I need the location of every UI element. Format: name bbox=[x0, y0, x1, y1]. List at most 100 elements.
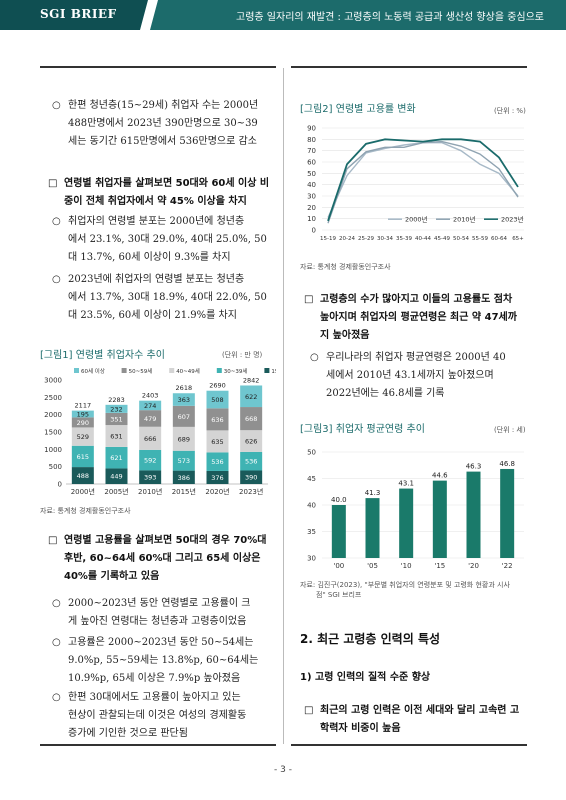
employment-rate-line-chart: 0 10 20 30 40 50 60 70 80 90 15-19 20-24 25-29 30-34 3… bbox=[307, 125, 524, 243]
y-tick-label: 500 bbox=[49, 463, 62, 471]
y-tick-label: 40 bbox=[307, 502, 316, 510]
stacked-bar-segment bbox=[240, 407, 263, 431]
figure1-unit: (단위 : 만 명) bbox=[222, 351, 263, 359]
segment-value-label: 449 bbox=[110, 473, 122, 481]
figure2-source: 자료: 통계청 경제활동인구조사 bbox=[300, 263, 391, 271]
x-tick-label: 40-44 bbox=[415, 236, 431, 242]
stacked-bar-segment bbox=[172, 426, 195, 451]
segment-value-label: 393 bbox=[144, 474, 156, 482]
segment-value-label: 508 bbox=[211, 396, 223, 404]
x-tick-label: '10 bbox=[401, 562, 412, 570]
stacked-bar-segment bbox=[71, 427, 94, 446]
figure3-source: 자료: 김진구(2023), "부문별 취업자의 연령분포 및 고령화 현황과 … bbox=[300, 581, 510, 599]
employment-stacked-bar-chart: 0 500 1000 1500 2000 2500 3000 60세 이상 50~59세 40~4… bbox=[44, 367, 276, 496]
y-tick-label: 70 bbox=[307, 147, 316, 155]
bar-value-label: 43.1 bbox=[398, 480, 414, 488]
segment-value-label: 636 bbox=[211, 416, 223, 424]
y-tick-label: 35 bbox=[307, 528, 316, 536]
brand-logo: SGI BRIEF bbox=[40, 7, 117, 21]
stacked-bar-segment bbox=[240, 470, 263, 484]
legend-label: 2023년 bbox=[501, 215, 524, 224]
segment-value-label: 376 bbox=[211, 474, 223, 482]
bar-total-label: 2283 bbox=[108, 396, 125, 404]
paragraph-average-age: ○ 우리나라의 취업자 평균연령은 2000년 40 세에서 2010년 43.1… bbox=[310, 349, 536, 403]
y-tick-label: 30 bbox=[307, 193, 316, 201]
x-tick-label: 55-59 bbox=[472, 236, 488, 242]
y-tick-label: 1500 bbox=[44, 429, 62, 437]
segment-value-label: 622 bbox=[245, 393, 257, 401]
paragraph-thirties: ○ 한편 30대에서도 고용률이 높아지고 있는 현상이 관찰되는데 이것은 여성… bbox=[52, 689, 278, 743]
age-bar bbox=[365, 498, 380, 558]
y-tick-label: 10 bbox=[307, 215, 316, 223]
y-tick-label: 0 bbox=[312, 227, 316, 235]
circle-bullet-icon: ○ bbox=[52, 637, 61, 648]
x-tick-label: '15 bbox=[434, 562, 445, 570]
x-tick-label: 2015년 bbox=[172, 487, 196, 496]
figure2-caption: [그림2] 연령별 고용률 변화 bbox=[300, 104, 416, 115]
bar-value-label: 40.0 bbox=[331, 496, 347, 504]
x-tick-label: 2005년 bbox=[104, 487, 128, 496]
stacked-bar-segment bbox=[206, 430, 229, 453]
heading-average-age: □ 고령층의 수가 많아지고 이들의 고용률도 점차 높아지며 취업자의 평균연령… bbox=[304, 291, 534, 345]
x-tick-label: '00 bbox=[333, 562, 344, 570]
stacked-bar-segment bbox=[139, 449, 162, 471]
column-divider bbox=[283, 68, 284, 744]
x-tick-label: '22 bbox=[502, 562, 513, 570]
stacked-bar-segment bbox=[172, 405, 195, 427]
stacked-bar-segment bbox=[105, 412, 128, 426]
segment-value-label: 689 bbox=[178, 435, 190, 443]
bar-total-label: 2842 bbox=[243, 376, 260, 384]
stacked-bar-segment bbox=[240, 430, 263, 452]
stacked-bar-segment bbox=[172, 470, 195, 484]
y-tick-label: 80 bbox=[307, 136, 316, 144]
stacked-bar-segment bbox=[71, 445, 94, 468]
segment-value-label: 668 bbox=[245, 415, 257, 423]
x-tick-label: '20 bbox=[468, 562, 479, 570]
legend-swatch bbox=[121, 368, 127, 373]
segment-value-label: 351 bbox=[110, 415, 122, 423]
stacked-bar-segment bbox=[71, 467, 94, 484]
y-tick-label: 2500 bbox=[44, 394, 62, 402]
stacked-bar-segment bbox=[105, 425, 128, 447]
square-bullet-icon: □ bbox=[48, 535, 58, 546]
series-line-1 bbox=[327, 140, 519, 224]
x-tick-label: 50-54 bbox=[453, 236, 469, 242]
series-line-2 bbox=[327, 138, 519, 222]
segment-value-label: 195 bbox=[77, 410, 89, 418]
x-tick-label: 45-49 bbox=[434, 236, 450, 242]
y-tick-label: 3000 bbox=[44, 377, 62, 385]
figure3-unit: (단위 : 세) bbox=[494, 426, 526, 434]
y-tick-label: 40 bbox=[307, 181, 316, 189]
stacked-bar-segment bbox=[139, 426, 162, 450]
stacked-bar-segment bbox=[240, 451, 263, 471]
x-tick-label: 65+ bbox=[512, 236, 524, 242]
age-bar bbox=[399, 488, 414, 558]
circle-bullet-icon: ○ bbox=[52, 274, 61, 285]
segment-value-label: 290 bbox=[77, 419, 89, 427]
header-slash-decoration bbox=[140, 0, 158, 30]
stacked-bar-segment bbox=[206, 390, 229, 409]
circle-bullet-icon: ○ bbox=[310, 352, 319, 363]
segment-value-label: 621 bbox=[110, 454, 122, 462]
x-tick-label: 15-19 bbox=[320, 236, 336, 242]
paragraph-youth-employment: ○ 한편 청년층(15~29세) 취업자 수는 2000년 488만명에서 202… bbox=[52, 97, 278, 151]
bar-total-label: 2403 bbox=[142, 392, 159, 400]
square-bullet-icon: □ bbox=[304, 294, 314, 305]
segment-value-label: 479 bbox=[144, 415, 156, 423]
circle-bullet-icon: ○ bbox=[52, 100, 61, 111]
legend-label: 15~29세 bbox=[271, 367, 276, 375]
x-tick-label: 20-24 bbox=[339, 236, 355, 242]
top-rule-right bbox=[291, 66, 527, 68]
page-number: - 3 - bbox=[274, 765, 292, 775]
segment-value-label: 573 bbox=[178, 457, 190, 465]
segment-value-label: 635 bbox=[211, 438, 223, 446]
segment-value-label: 390 bbox=[245, 474, 257, 482]
stacked-bar-segment bbox=[206, 408, 229, 431]
legend-swatch bbox=[216, 368, 222, 373]
brand-box: SGI BRIEF bbox=[0, 0, 148, 30]
age-bar bbox=[331, 505, 346, 558]
legend-label: 2010년 bbox=[453, 215, 476, 224]
paragraph-2023-distribution: ○ 2023년에 취업자의 연령별 분포는 청년층 에서 13.7%, 30대 1… bbox=[52, 271, 278, 325]
circle-bullet-icon: ○ bbox=[52, 216, 61, 227]
stacked-bar-segment bbox=[172, 393, 195, 406]
